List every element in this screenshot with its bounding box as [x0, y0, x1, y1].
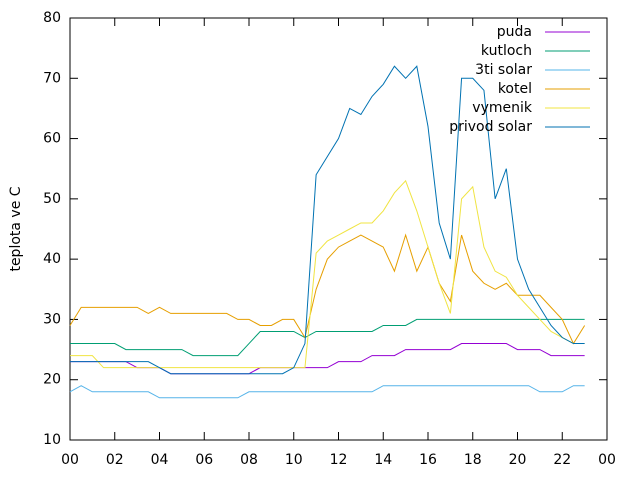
x-tick-label: 10	[285, 452, 303, 468]
x-tick-label: 02	[106, 452, 124, 468]
legend-label: vymenik	[472, 100, 533, 116]
plot-border	[69, 17, 608, 441]
x-tick-label: 00	[61, 452, 79, 468]
y-tick-label: 80	[43, 10, 61, 26]
series-line	[70, 318, 585, 357]
y-tick-label: 20	[43, 372, 61, 388]
y-tick-label: 60	[43, 131, 61, 147]
x-tick-label: 16	[419, 452, 437, 468]
x-tick-label: 06	[195, 452, 213, 468]
x-tick-label: 04	[151, 452, 169, 468]
x-tick-label: 12	[330, 452, 348, 468]
legend-label: kutloch	[481, 43, 532, 59]
x-tick-label: 18	[464, 452, 482, 468]
x-tick-label: 14	[374, 452, 392, 468]
y-tick-label: 30	[43, 311, 61, 327]
y-axis-label: teplota ve C	[8, 186, 24, 271]
y-tick-label: 40	[43, 251, 61, 267]
legend-label: kotel	[498, 81, 532, 97]
legend-label: puda	[497, 24, 532, 40]
series-line	[69, 233, 586, 345]
x-tick-label: 08	[240, 452, 258, 468]
series-line	[70, 65, 585, 375]
x-tick-label: 22	[553, 452, 571, 468]
x-tick-label: 00	[598, 452, 616, 468]
y-tick-label: 10	[43, 432, 61, 448]
legend-label: 3ti solar	[475, 62, 532, 78]
y-tick-label: 50	[43, 191, 61, 207]
series-line	[69, 385, 585, 399]
y-tick-label: 70	[43, 70, 61, 86]
legend-label: privod solar	[449, 119, 532, 135]
x-tick-label: 20	[509, 452, 527, 468]
series-line	[70, 179, 585, 369]
